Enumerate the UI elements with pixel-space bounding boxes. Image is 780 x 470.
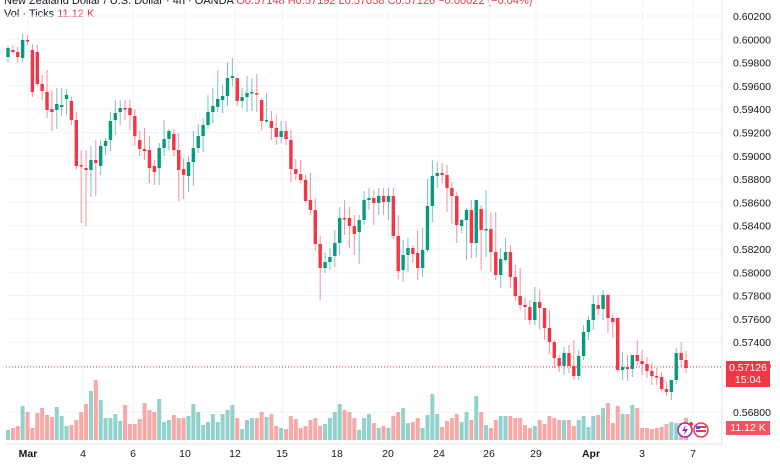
bar-countdown: 15:04 bbox=[734, 374, 762, 386]
price-tick-label: 0.59800 bbox=[733, 58, 771, 70]
us-flag-icon[interactable] bbox=[693, 422, 709, 438]
time-tick-label: 3 bbox=[639, 448, 645, 460]
price-tick-label: 0.59200 bbox=[733, 128, 771, 140]
time-tick-label: 7 bbox=[690, 448, 696, 460]
interval: 4h bbox=[172, 0, 185, 7]
time-tick-label: 24 bbox=[433, 448, 445, 460]
last-price-value: 0.57126 bbox=[729, 362, 767, 374]
time-tick-label: 29 bbox=[530, 448, 542, 460]
time-tick-label: Apr bbox=[582, 448, 600, 460]
ohlc-open: O0.57148 bbox=[236, 0, 285, 7]
exchange: OANDA bbox=[194, 0, 234, 7]
price-tick-label: 0.58800 bbox=[733, 174, 771, 186]
volume-label: Vol · Ticks bbox=[4, 8, 55, 20]
price-tick-label: 0.59000 bbox=[733, 151, 771, 163]
time-tick-label: 10 bbox=[179, 448, 191, 460]
price-tick-label: 0.58400 bbox=[733, 221, 771, 233]
time-tick-label: 12 bbox=[229, 448, 241, 460]
time-tick-label: 18 bbox=[331, 448, 343, 460]
ohlc-change: −0.00022 (−0.04%) bbox=[438, 0, 533, 7]
price-tick-label: 0.59600 bbox=[733, 81, 771, 93]
price-tick-label: 0.56800 bbox=[733, 407, 771, 419]
ohlc-low: L0.57058 bbox=[338, 0, 385, 7]
ohlc-close: C0.57126 bbox=[387, 0, 436, 7]
time-tick-label: 26 bbox=[483, 448, 495, 460]
price-tick-label: 0.60200 bbox=[733, 11, 771, 23]
price-axis[interactable]: 0.60200 0.60000 0.59800 0.59600 0.59400 0.592… bbox=[733, 11, 771, 419]
price-tick-label: 0.59400 bbox=[733, 104, 771, 116]
price-tick-label: 0.60000 bbox=[733, 34, 771, 46]
time-tick-label: 6 bbox=[130, 448, 136, 460]
last-price-tag: 0.57126 15:04 bbox=[726, 361, 770, 387]
price-tick-label: 0.57400 bbox=[733, 337, 771, 349]
price-tick-label: 0.58200 bbox=[733, 244, 771, 256]
volume-tag: 11.12 K bbox=[726, 421, 770, 435]
price-tick-label: 0.58000 bbox=[733, 267, 771, 279]
volume-legend: Vol · Ticks 11.12 K bbox=[4, 7, 94, 21]
time-axis[interactable]: Mar 4 6 10 12 15 18 20 24 26 29 Apr 3 7 bbox=[19, 448, 696, 460]
time-tick-label: 15 bbox=[276, 448, 288, 460]
lightning-icon[interactable] bbox=[677, 422, 693, 438]
candles bbox=[6, 34, 688, 400]
price-tick-label: 0.57600 bbox=[733, 314, 771, 326]
price-tick-label: 0.58600 bbox=[733, 197, 771, 209]
ohlc-high: H0.57192 bbox=[287, 0, 336, 7]
volume-value: 11.12 K bbox=[57, 8, 95, 20]
price-tick-label: 0.57800 bbox=[733, 291, 771, 303]
time-tick-label: 20 bbox=[382, 448, 394, 460]
time-tick-label: 4 bbox=[80, 448, 86, 460]
volume-bars bbox=[5, 380, 689, 440]
time-tick-label: Mar bbox=[19, 448, 38, 460]
